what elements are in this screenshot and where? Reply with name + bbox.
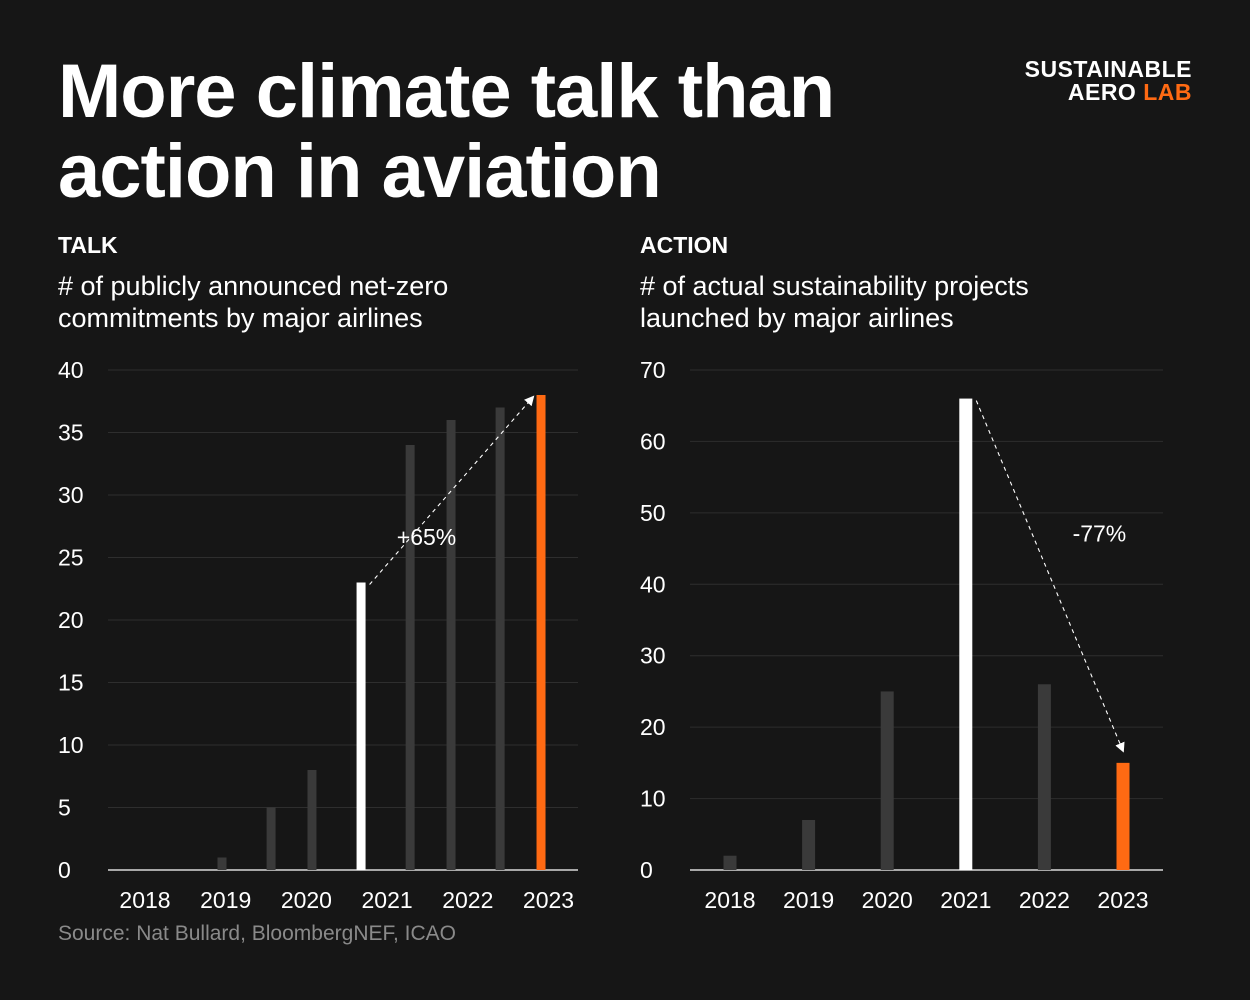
- talk-bar: [495, 407, 505, 870]
- talk-panel-label: TALK: [58, 232, 118, 258]
- talk-subtitle-line-1: # of publicly announced net-zero: [58, 271, 449, 301]
- talk-x-tick-label: 2019: [200, 887, 251, 913]
- talk-change-annotation: +65%: [397, 524, 456, 550]
- action-y-tick-label: 10: [640, 786, 666, 812]
- talk-y-tick-label: 0: [58, 857, 71, 883]
- action-y-tick-label: 40: [640, 571, 666, 597]
- talk-y-tick-label: 30: [58, 482, 84, 508]
- brand-logo: SUSTAINABLE AERO LAB: [1025, 58, 1192, 104]
- action-change-annotation: -77%: [1073, 520, 1127, 546]
- talk-x-tick-label: 2021: [362, 887, 413, 913]
- action-y-tick-label: 60: [640, 428, 666, 454]
- talk-trend-arrow: [369, 395, 535, 585]
- action-panel-subtitle: # of actual sustainability projects laun…: [640, 270, 1180, 334]
- page-title: More climate talk than action in aviatio…: [58, 49, 835, 214]
- talk-y-tick-label: 20: [58, 607, 84, 633]
- talk-panel-subtitle: # of publicly announced net-zero commitm…: [58, 270, 598, 334]
- action-y-tick-label: 0: [640, 857, 653, 883]
- action-bar: [1037, 684, 1051, 870]
- logo-word-lab: LAB: [1143, 79, 1192, 105]
- talk-y-tick-label: 10: [58, 732, 84, 758]
- talk-y-tick-label: 35: [58, 420, 84, 446]
- source-note: Source: Nat Bullard, BloombergNEF, ICAO: [58, 922, 456, 945]
- talk-x-tick-label: 2018: [119, 887, 170, 913]
- talk-bar: [307, 770, 317, 870]
- talk-bar: [356, 582, 366, 870]
- title-line-2: action in aviation: [58, 129, 662, 214]
- title-line-1: More climate talk than: [58, 49, 835, 134]
- logo-word-aero: AERO: [1067, 79, 1137, 105]
- talk-y-tick-label: 5: [58, 795, 71, 821]
- action-x-tick-label: 2023: [1097, 887, 1148, 913]
- talk-subtitle-line-2: commitments by major airlines: [58, 303, 423, 333]
- action-subtitle-line-1: # of actual sustainability projects: [640, 271, 1029, 301]
- talk-bar: [405, 445, 415, 870]
- talk-x-tick-label: 2022: [442, 887, 493, 913]
- action-x-tick-label: 2018: [704, 887, 755, 913]
- talk-y-tick-label: 25: [58, 545, 84, 571]
- action-panel-label: ACTION: [640, 232, 729, 258]
- action-x-tick-label: 2020: [862, 887, 913, 913]
- talk-x-tick-label: 2023: [523, 887, 574, 913]
- action-y-tick-label: 30: [640, 643, 666, 669]
- action-subtitle-line-2: launched by major airlines: [640, 303, 954, 333]
- action-x-tick-label: 2019: [783, 887, 834, 913]
- action-x-tick-label: 2022: [1019, 887, 1070, 913]
- action-y-tick-label: 50: [640, 500, 666, 526]
- action-bar: [880, 691, 894, 870]
- talk-bar: [536, 395, 546, 870]
- action-x-tick-label: 2021: [940, 887, 991, 913]
- talk-bar: [266, 807, 276, 870]
- talk-y-tick-label: 15: [58, 670, 84, 696]
- action-y-tick-label: 20: [640, 714, 666, 740]
- action-bar: [802, 820, 816, 870]
- logo-line-1: SUSTAINABLE: [1024, 56, 1192, 82]
- talk-y-tick-label: 40: [58, 357, 84, 383]
- logo-line-2: AERO LAB: [1025, 81, 1192, 104]
- action-y-tick-label: 70: [640, 357, 666, 383]
- talk-bar: [217, 857, 227, 870]
- action-bar: [1116, 762, 1130, 870]
- talk-bar: [446, 420, 456, 870]
- talk-x-tick-label: 2020: [281, 887, 332, 913]
- action-bar: [723, 855, 737, 870]
- talk-bar-chart: 0 5 10 15 20 25 30 35 40 2018 2019 2020 2021 2022 2023…: [58, 357, 578, 913]
- action-bar: [959, 398, 973, 870]
